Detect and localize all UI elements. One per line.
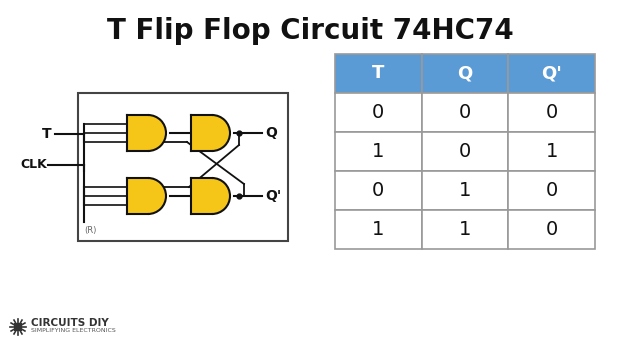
Bar: [78, 93, 288, 241]
Bar: [422, 210, 508, 249]
Bar: [508, 210, 595, 249]
Text: Q': Q': [541, 65, 562, 82]
Bar: [127, 115, 148, 151]
Text: 0: 0: [546, 103, 558, 122]
Text: 1: 1: [459, 181, 471, 200]
Bar: [508, 171, 595, 210]
Text: 0: 0: [372, 181, 384, 200]
Text: SIMPLIFYING ELECTRONICS: SIMPLIFYING ELECTRONICS: [31, 328, 116, 334]
Bar: [422, 93, 508, 132]
Text: Q: Q: [458, 65, 472, 82]
Bar: [422, 132, 508, 171]
Text: 0: 0: [372, 103, 384, 122]
Bar: [335, 171, 422, 210]
Text: Q': Q': [265, 189, 281, 203]
Text: CLK: CLK: [20, 158, 47, 171]
Bar: [335, 132, 422, 171]
Text: 1: 1: [372, 220, 384, 239]
Text: 1: 1: [546, 142, 558, 161]
Bar: [191, 115, 212, 151]
Bar: [508, 54, 595, 93]
Wedge shape: [148, 115, 166, 151]
Text: 0: 0: [546, 181, 558, 200]
Text: Q: Q: [265, 126, 277, 140]
Text: 1: 1: [459, 220, 471, 239]
Text: T: T: [372, 65, 384, 82]
Bar: [127, 178, 148, 214]
Wedge shape: [212, 115, 230, 151]
Text: CIRCUITS DIY: CIRCUITS DIY: [31, 318, 108, 328]
Bar: [335, 54, 422, 93]
Bar: [508, 132, 595, 171]
Text: 0: 0: [459, 103, 471, 122]
Text: 0: 0: [459, 142, 471, 161]
Wedge shape: [212, 178, 230, 214]
Bar: [191, 178, 212, 214]
Text: 1: 1: [372, 142, 384, 161]
Text: (R): (R): [84, 226, 96, 235]
Text: T: T: [42, 127, 52, 141]
Text: 0: 0: [546, 220, 558, 239]
Bar: [422, 171, 508, 210]
Bar: [335, 93, 422, 132]
Bar: [14, 323, 22, 331]
Bar: [422, 54, 508, 93]
Text: T Flip Flop Circuit 74HC74: T Flip Flop Circuit 74HC74: [107, 17, 513, 45]
Bar: [335, 210, 422, 249]
Bar: [508, 93, 595, 132]
Wedge shape: [148, 178, 166, 214]
